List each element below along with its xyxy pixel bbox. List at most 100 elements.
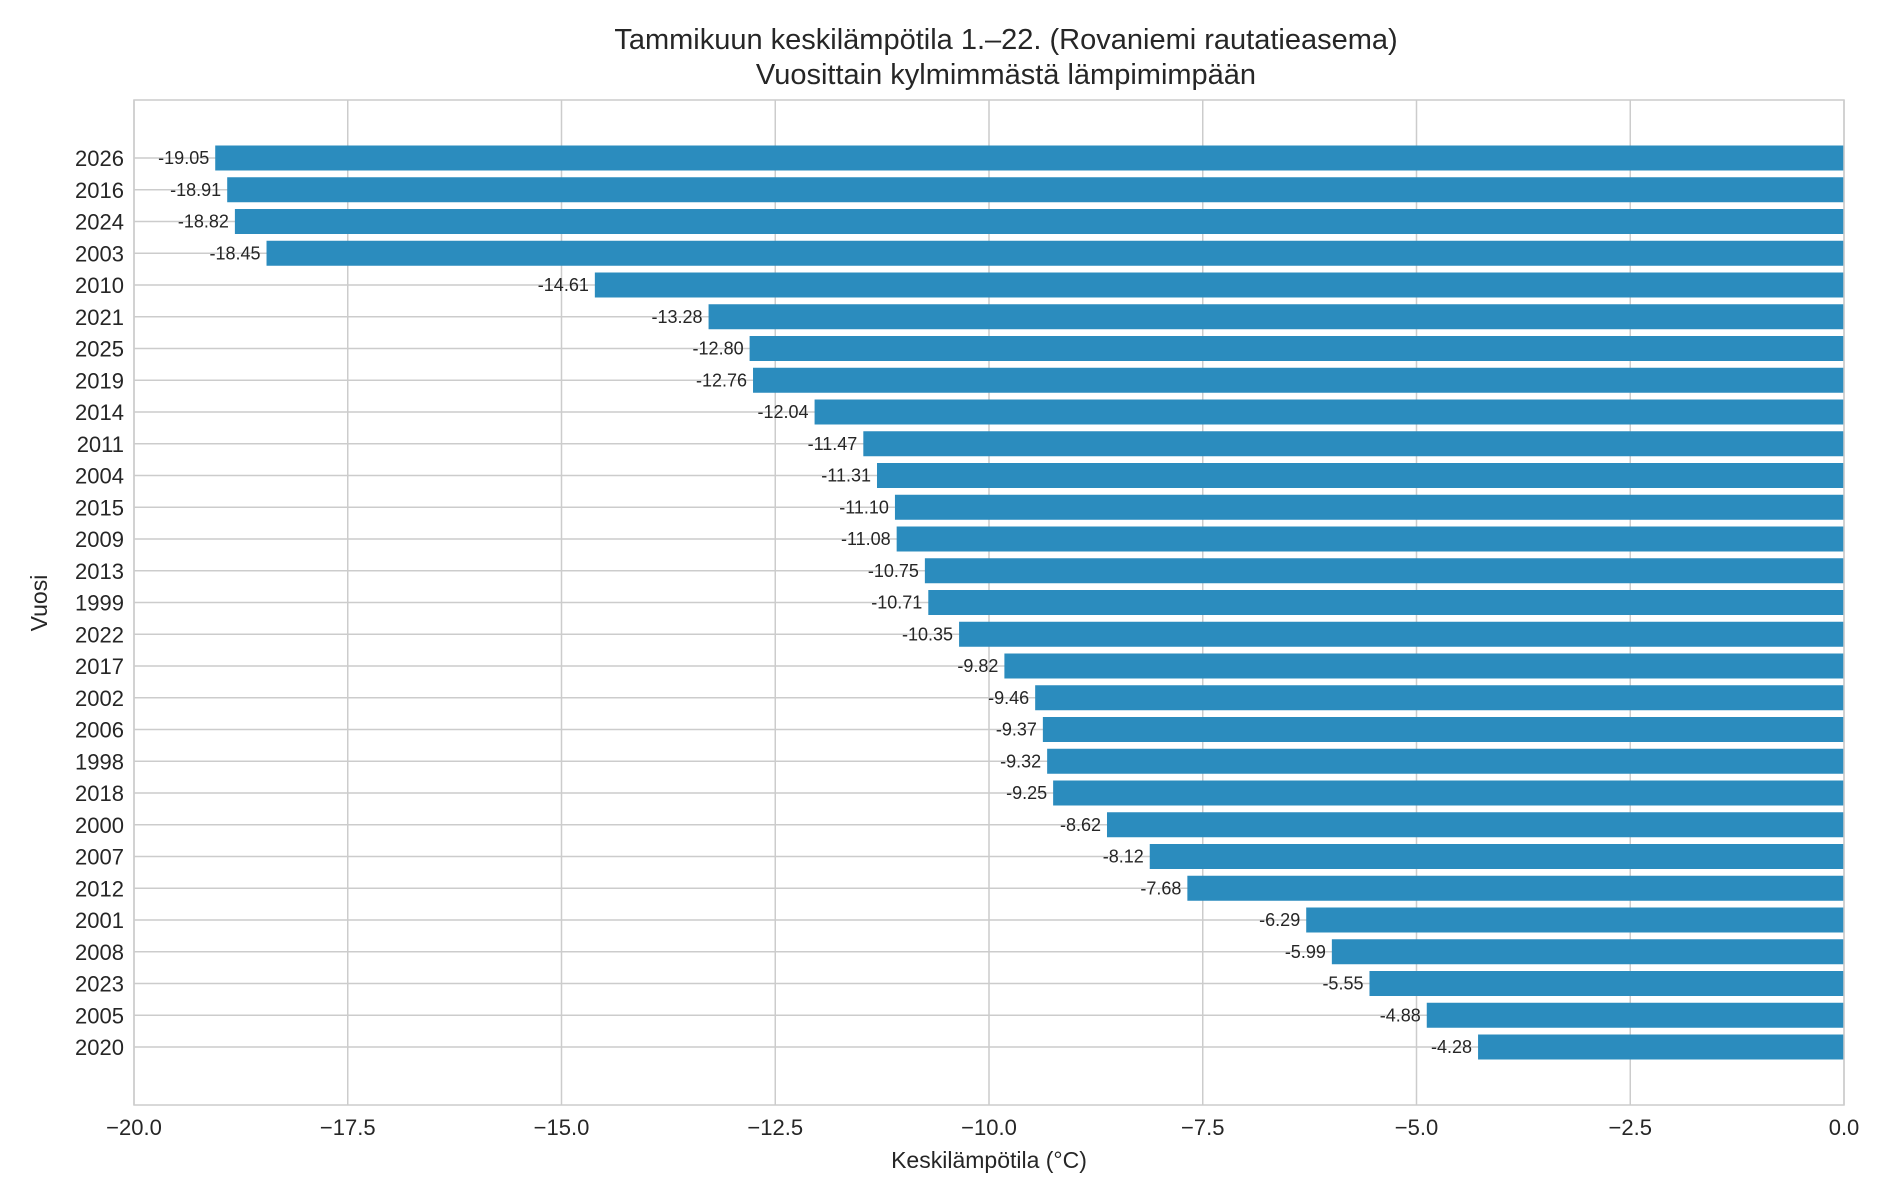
y-tick-labels: 2026 2016 2024 2003 2010 2021 2025 2019 2014 2011… <box>75 146 124 1060</box>
y-tick-label: 2021 <box>75 305 124 330</box>
y-tick-label: 2025 <box>75 337 124 362</box>
y-tick-label: 2008 <box>75 940 124 965</box>
data-label: -5.99 <box>1285 942 1326 962</box>
y-tick-label: 2013 <box>75 559 124 584</box>
bar <box>1106 812 1844 838</box>
data-label: -11.47 <box>808 434 858 454</box>
y-tick-label: 2012 <box>75 876 124 901</box>
data-label: -19.05 <box>158 148 209 168</box>
y-tick-label: 1999 <box>75 591 124 616</box>
y-tick-label: 2018 <box>75 781 124 806</box>
bar <box>708 304 1844 330</box>
data-label: -10.71 <box>871 593 922 613</box>
x-tick-label: −5.0 <box>1395 1115 1438 1140</box>
y-tick-label: 2003 <box>75 241 124 266</box>
y-tick-label: 2019 <box>75 368 124 393</box>
y-tick-label: 2000 <box>75 813 124 838</box>
bar <box>1047 748 1844 774</box>
bar <box>924 558 1844 584</box>
y-tick-label: 2024 <box>75 210 124 235</box>
data-label: -18.45 <box>209 243 260 263</box>
y-tick-label: 2007 <box>75 845 124 870</box>
data-label: -9.25 <box>1006 783 1047 803</box>
data-label: -7.68 <box>1140 878 1181 898</box>
y-tick-label: 2023 <box>75 972 124 997</box>
bar <box>1149 844 1844 869</box>
y-tick-label: 1998 <box>75 749 124 774</box>
data-label: -18.91 <box>170 180 221 200</box>
data-label: -11.08 <box>841 529 891 549</box>
bar <box>1187 875 1844 901</box>
bar <box>863 431 1844 457</box>
bar <box>1331 939 1844 965</box>
bar <box>594 272 1844 298</box>
data-label: -11.10 <box>839 497 889 517</box>
y-tick-label: 2005 <box>75 1003 124 1028</box>
data-label: -6.29 <box>1259 910 1300 930</box>
data-label: -9.32 <box>1000 751 1041 771</box>
data-label: -9.82 <box>957 656 998 676</box>
data-label: -10.35 <box>902 624 953 644</box>
y-tick-label: 2004 <box>75 464 124 489</box>
data-label: -5.55 <box>1322 974 1363 994</box>
x-tick-label: −20.0 <box>106 1115 162 1140</box>
x-tick-label: −10.0 <box>961 1115 1017 1140</box>
x-tick-label: −15.0 <box>534 1115 590 1140</box>
data-label: -12.80 <box>693 339 744 359</box>
chart-subtitle: Vuosittain kylmimmästä lämpimimpään <box>756 59 1256 91</box>
bar <box>1478 1034 1844 1060</box>
bar <box>1004 653 1844 679</box>
bar <box>266 240 1844 266</box>
x-tick-label: −7.5 <box>1181 1115 1224 1140</box>
y-tick-label: 2020 <box>75 1035 124 1060</box>
bar <box>215 145 1845 171</box>
bar <box>1053 780 1844 806</box>
bar <box>814 399 1844 425</box>
y-tick-label: 2015 <box>75 495 124 520</box>
x-tick-label: −17.5 <box>320 1115 376 1140</box>
y-tick-label: 2017 <box>75 654 124 679</box>
data-labels: -19.05 -18.91 -18.82 -18.45 -14.61 -13.28 -12.… <box>158 148 1472 1057</box>
data-label: -10.75 <box>868 561 919 581</box>
bar <box>753 367 1844 393</box>
bar <box>928 590 1844 615</box>
data-label: -9.37 <box>996 720 1037 740</box>
data-label: -4.88 <box>1380 1005 1421 1025</box>
data-label: -11.31 <box>821 466 871 486</box>
data-label: -12.76 <box>696 370 747 390</box>
y-tick-label: 2006 <box>75 718 124 743</box>
y-tick-label: 2026 <box>75 146 124 171</box>
bar <box>1042 717 1844 742</box>
y-tick-label: 2011 <box>77 432 124 457</box>
x-tick-label: −12.5 <box>747 1115 803 1140</box>
data-label: -8.12 <box>1103 847 1144 867</box>
bar <box>876 463 1844 488</box>
bar <box>1426 1002 1844 1028</box>
bars <box>215 145 1845 1060</box>
x-tick-labels: −20.0 −17.5 −15.0 −12.5 −10.0 −7.5 −5.0 −2.5 0.0 <box>106 1115 1859 1140</box>
chart-title: Tammikuun keskilämpötila 1.–22. (Rovanie… <box>614 24 1397 56</box>
bar <box>227 177 1844 203</box>
bar <box>959 621 1844 647</box>
y-tick-label: 2022 <box>75 622 124 647</box>
x-axis-label: Keskilämpötila (°C) <box>891 1147 1087 1173</box>
y-tick-label: 2002 <box>75 686 124 711</box>
bar <box>894 494 1844 520</box>
y-tick-label: 2016 <box>75 178 124 203</box>
data-label: -14.61 <box>538 275 589 295</box>
data-label: -8.62 <box>1060 815 1101 835</box>
data-label: -13.28 <box>652 307 703 327</box>
data-label: -9.46 <box>988 688 1029 708</box>
y-tick-label: 2001 <box>75 908 124 933</box>
x-tick-label: 0.0 <box>1829 1115 1860 1140</box>
bar <box>749 336 1844 361</box>
y-tick-label: 2010 <box>75 273 124 298</box>
plot-frame <box>133 99 1845 1106</box>
data-label: -12.04 <box>758 402 809 422</box>
bar <box>1306 907 1844 933</box>
bar <box>1035 685 1844 711</box>
bar <box>234 209 1844 234</box>
bar <box>896 526 1844 552</box>
